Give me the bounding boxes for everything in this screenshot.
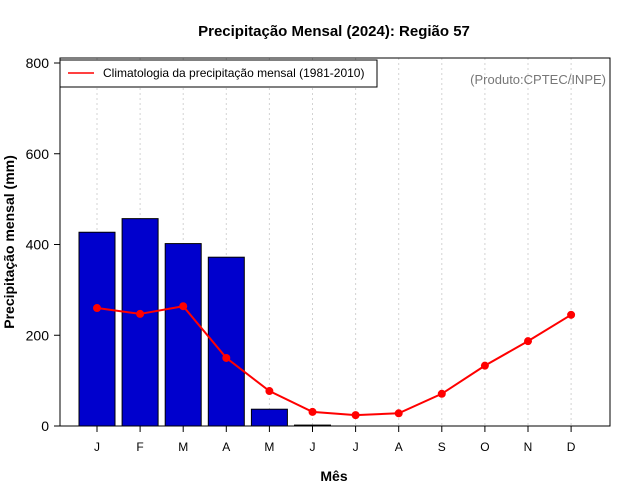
- climatology-point: [308, 407, 317, 416]
- climatology-point: [93, 304, 101, 313]
- legend-box: [59, 59, 378, 88]
- y-axis: 0 200 400 600 800: [26, 55, 60, 434]
- x-tick-label: A: [222, 440, 230, 454]
- climatology-point: [136, 309, 145, 318]
- x-axis-label: Mês: [320, 468, 347, 484]
- x-tick-label: J: [94, 440, 100, 454]
- x-tick-label: N: [524, 440, 533, 454]
- legend-label: Climatologia da precipitação mensal (198…: [103, 66, 364, 80]
- x-tick-label: J: [310, 440, 316, 454]
- bar-A-3: [207, 256, 245, 427]
- climatology-point: [567, 310, 576, 319]
- bar-M-4: [250, 408, 288, 427]
- climatology-point: [437, 389, 446, 398]
- bar-J-0: [78, 231, 116, 427]
- climatology-point: [480, 361, 489, 370]
- legend: Climatologia da precipitação mensal (198…: [59, 59, 378, 88]
- x-tick-label: S: [438, 440, 446, 454]
- plot-frame: [59, 57, 611, 427]
- climatology-series: [93, 302, 576, 420]
- chart-title: Precipitação Mensal (2024): Região 57: [198, 23, 470, 40]
- climatology-point: [179, 302, 188, 311]
- y-tick-label: 800: [26, 55, 50, 71]
- x-tick-label: O: [480, 440, 489, 454]
- y-tick-label: 400: [26, 237, 50, 253]
- climatology-point: [222, 353, 231, 362]
- source-annotation: (Produto:CPTEC/INPE): [470, 72, 606, 87]
- bar-F-1: [121, 218, 159, 427]
- x-tick-label: J: [353, 440, 359, 454]
- y-tick-label: 600: [26, 146, 50, 162]
- bar-series: [78, 218, 331, 427]
- y-tick-label: 200: [26, 327, 50, 343]
- bar-M-2: [164, 243, 202, 427]
- x-tick-label: M: [178, 440, 188, 454]
- x-tick-label: D: [567, 440, 576, 454]
- x-tick-label: M: [264, 440, 274, 454]
- climatology-line: [96, 305, 572, 417]
- y-axis-label: Precipitação mensal (mm): [1, 155, 17, 329]
- climatology-point: [265, 387, 274, 396]
- climatology-point: [524, 337, 532, 346]
- y-tick-label: 0: [41, 418, 49, 434]
- x-tick-label: A: [395, 440, 403, 454]
- x-tick-label: F: [136, 440, 143, 454]
- climatology-point: [351, 411, 360, 420]
- climatology-point: [394, 409, 403, 418]
